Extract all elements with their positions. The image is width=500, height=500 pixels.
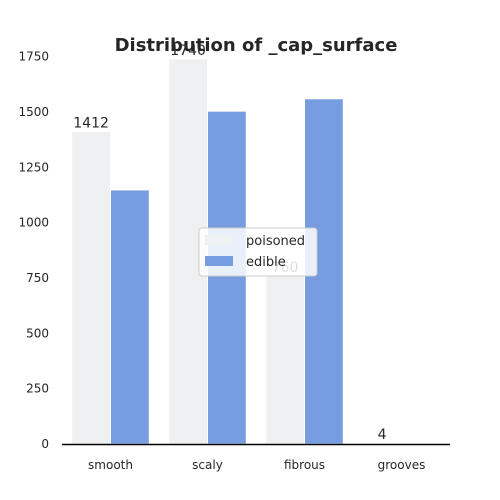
y-tick-label: 0	[41, 437, 49, 451]
x-tick-label: grooves	[378, 458, 426, 472]
legend-label-poisoned: poisoned	[246, 234, 305, 249]
legend-label-edible: edible	[246, 255, 286, 270]
y-tick-label: 250	[26, 382, 49, 396]
y-tick-label: 1250	[18, 160, 49, 174]
data-label: 1740	[170, 43, 206, 59]
y-tick-label: 1500	[18, 105, 49, 119]
bar-poisoned-smooth	[72, 132, 111, 444]
legend: poisoned edible	[199, 228, 317, 276]
legend-swatch-edible	[205, 256, 233, 266]
x-tick-label: fibrous	[284, 458, 325, 472]
bar-edible-scaly	[208, 111, 247, 444]
x-tick-label: scaly	[192, 458, 223, 472]
y-tick-label: 750	[26, 271, 49, 285]
chart-title: Distribution of _cap_surface	[115, 35, 398, 56]
y-tick-label: 1000	[18, 216, 49, 230]
bar-edible-smooth	[111, 190, 150, 444]
y-axis: 0 250 500 750 1000 1250 1500 1750	[18, 50, 49, 451]
data-label: 4	[378, 427, 387, 443]
legend-swatch-poisoned	[205, 235, 233, 245]
x-tick-label: smooth	[88, 458, 133, 472]
y-tick-label: 500	[26, 326, 49, 340]
data-label: 1412	[73, 116, 109, 132]
bar-poisoned-fibrous	[266, 276, 305, 444]
x-axis: smooth scaly fibrous grooves	[88, 458, 425, 472]
y-tick-label: 1750	[18, 50, 49, 64]
